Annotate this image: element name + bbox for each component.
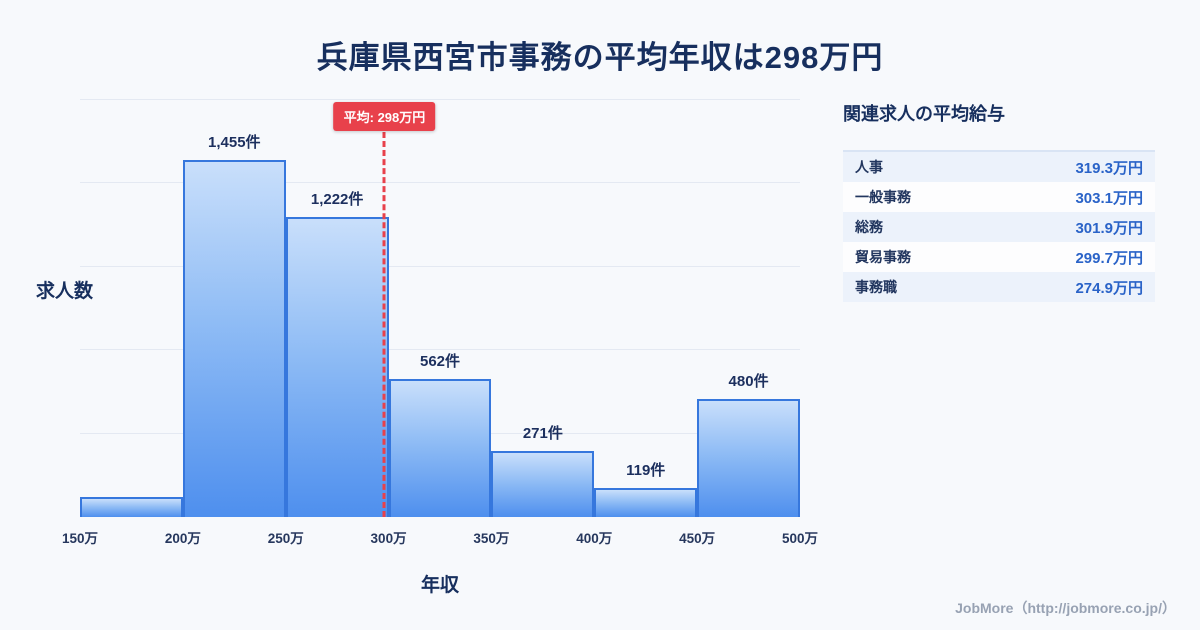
job-category-label: 総務 [855,219,883,235]
salary-value: 301.9万円 [1075,219,1143,237]
gridline [80,265,800,267]
footer-credit: JobMore（http://jobmore.co.jp/） [955,600,1176,616]
bar-300万-350万 [388,379,492,517]
salary-value: 299.7万円 [1075,249,1143,267]
y-axis-label: 求人数 [36,281,94,302]
job-category-label: 貿易事務 [855,249,911,265]
bar-value-label: 119件 [626,462,666,479]
bar-200万-250万 [182,160,286,517]
x-tick-300万: 300万 [370,531,407,546]
salary-table: 人事 319.3万円一般事務 303.1万円総務 301.9万円貿易事務 299.7万円… [843,150,1155,302]
bar-value-label: 1,455件 [208,134,261,151]
x-axis-ticks: 150万 200万 250万 300万 350万 400万 450万 500万 [62,527,818,547]
bar-value-label: 562件 [419,353,461,370]
job-category-label: 一般事務 [855,189,911,205]
page-title: 兵庫県西宮市事務の平均年収は298万円 [316,40,884,75]
job-category-label: 人事 [855,159,883,175]
table-row: 総務 301.9万円 [843,212,1155,242]
plot-area: 平均: 298万円 1,455件 1,222件 562件 271件 119件 480件 [80,99,800,517]
related-jobs-panel: 関連求人の平均給与 人事 319.3万円一般事務 303.1万円総務 301.9万円貿… [843,100,1155,302]
salary-value: 303.1万円 [1075,189,1143,207]
bar-value-label: 480件 [728,373,769,390]
salary-value: 274.9万円 [1075,279,1143,297]
x-tick-500万: 500万 [781,531,819,546]
average-badge: 平均: 298万円 [333,102,436,131]
salary-value: 319.3万円 [1075,159,1143,177]
job-category-label: 事務職 [855,279,897,295]
gridline [80,182,800,184]
x-axis-label: 年収 [420,575,459,596]
table-row: 一般事務 303.1万円 [843,182,1155,212]
x-tick-450万: 450万 [679,531,716,546]
x-tick-250万: 250万 [267,531,304,546]
table-row: 事務職 274.9万円 [843,272,1155,302]
gridline [80,349,800,351]
table-row: 貿易事務 299.7万円 [843,242,1155,272]
average-line [382,132,386,517]
bar-250万-300万 [285,217,389,517]
x-tick-150万: 150万 [61,531,99,546]
x-tick-400万: 400万 [576,531,613,546]
x-tick-350万: 350万 [473,531,510,546]
table-row: 人事 319.3万円 [843,152,1155,182]
x-tick-200万: 200万 [164,531,201,546]
gridline [80,99,800,100]
bar-value-label: 1,222件 [310,191,364,208]
bar-350万-400万 [491,451,595,517]
bar-400万-450万 [594,488,698,517]
bar-450万-500万 [697,399,800,517]
bar-150万-200万 [80,497,183,517]
panel-heading: 関連求人の平均給与 [843,104,1005,124]
bar-value-label: 271件 [522,425,563,442]
